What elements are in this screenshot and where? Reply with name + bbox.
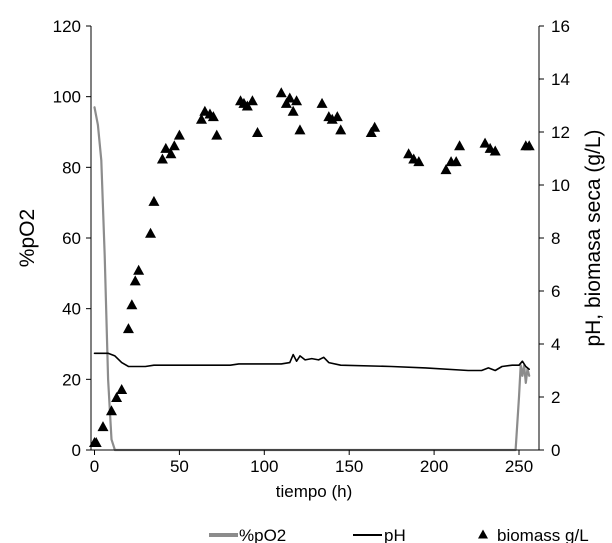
biomass-marker — [280, 97, 292, 108]
biomass-marker — [195, 113, 207, 124]
y-right-tick-label: 0 — [551, 441, 560, 460]
series-line-ph — [93, 352, 530, 372]
legend-label-po2: %pO2 — [239, 526, 286, 543]
x-tick-label: 50 — [170, 457, 189, 476]
biomass-marker — [284, 92, 296, 103]
x-tick-label: 250 — [505, 457, 533, 476]
x-axis-title: tiempo (h) — [276, 482, 353, 501]
biomass-marker — [369, 121, 381, 132]
y-right-tick-label: 4 — [551, 335, 560, 354]
biomass-marker — [165, 148, 177, 159]
biomass-marker — [105, 405, 117, 416]
labels: %pO2 pH, biomasa seca (g/L) tiempo (h) — [16, 129, 605, 501]
y-right-tick-label: 6 — [551, 282, 560, 301]
biomass-marker — [454, 140, 466, 151]
plot-marks — [89, 87, 535, 452]
biomass-marker — [156, 153, 168, 164]
axes: 0 20 40 60 80 100 120 0 2 4 6 8 10 12 14 16 0 50 100 150 200… — [53, 17, 570, 476]
biomass-marker — [90, 437, 102, 448]
biomass-marker — [294, 124, 306, 135]
biomass-marker — [275, 87, 287, 98]
biomass-marker — [450, 156, 462, 167]
y-right-tick-label: 16 — [551, 17, 570, 36]
biomass-marker — [287, 105, 299, 116]
y-left-tick-label: 120 — [53, 17, 81, 36]
biomass-marker — [241, 100, 253, 111]
y-left-tick-label: 20 — [62, 370, 81, 389]
biomass-marker — [111, 392, 123, 402]
biomass-marker — [479, 137, 491, 148]
biomass-marker — [207, 111, 219, 122]
legend-label-ph: pH — [384, 526, 406, 543]
x-tick-label: 0 — [90, 457, 99, 476]
biomass-marker — [291, 95, 303, 106]
x-tick-label: 100 — [250, 457, 278, 476]
biomass-marker — [335, 124, 347, 135]
biomass-marker — [122, 323, 134, 334]
legend-label-biomass: biomass g/L — [497, 526, 589, 543]
y-left-tick-label: 60 — [62, 229, 81, 248]
biomass-marker — [160, 142, 172, 153]
biomass-marker — [148, 195, 160, 206]
y-left-tick-label: 0 — [72, 441, 81, 460]
biomass-marker — [126, 299, 138, 310]
biomass-marker — [173, 129, 185, 140]
biomass-marker — [331, 111, 343, 122]
biomass-marker — [252, 127, 264, 137]
biomass-marker — [316, 97, 328, 108]
biomass-marker — [246, 95, 258, 106]
x-tick-label: 200 — [420, 457, 448, 476]
biomass-marker — [440, 164, 452, 175]
legend: %pO2 pH biomass g/L — [209, 526, 589, 543]
biomass-marker — [168, 140, 180, 151]
biomass-marker — [365, 127, 377, 137]
y-right-tick-label: 10 — [551, 176, 570, 195]
biomass-marker — [413, 156, 425, 167]
x-tick-label: 150 — [335, 457, 363, 476]
y-axis-right-title: pH, biomasa seca (g/L) — [582, 129, 605, 346]
y-right-tick-label: 12 — [551, 123, 570, 142]
y-right-tick-label: 2 — [551, 388, 560, 407]
biomass-marker — [211, 129, 223, 140]
biomass-marker — [326, 113, 338, 124]
biomass-marker — [97, 421, 109, 432]
biomass-marker — [523, 140, 535, 151]
biomass-marker — [116, 384, 128, 395]
y-right-tick-label: 14 — [551, 70, 570, 89]
biomass-marker — [129, 275, 141, 286]
y-left-tick-label: 80 — [62, 158, 81, 177]
biomass-marker — [489, 145, 501, 156]
biomass-marker — [145, 227, 157, 238]
y-right-tick-label: 8 — [551, 229, 560, 248]
y-left-tick-label: 100 — [53, 88, 81, 107]
y-left-tick-label: 40 — [62, 300, 81, 319]
y-axis-left-title: %pO2 — [16, 209, 39, 267]
biomass-marker — [133, 264, 145, 275]
biomass-marker — [403, 148, 415, 159]
legend-swatch-biomass — [478, 529, 488, 539]
